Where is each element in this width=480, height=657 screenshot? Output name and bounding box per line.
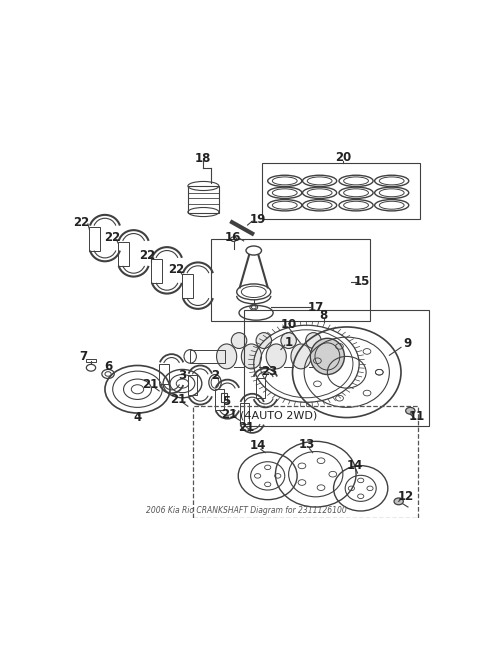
Ellipse shape <box>216 344 237 369</box>
Text: 22: 22 <box>73 215 90 229</box>
Text: 20: 20 <box>335 150 351 164</box>
Bar <box>244 310 429 426</box>
Text: 12: 12 <box>397 490 414 503</box>
Ellipse shape <box>281 332 296 348</box>
Ellipse shape <box>406 407 415 414</box>
Bar <box>190 350 225 363</box>
Text: 22: 22 <box>139 248 155 261</box>
Bar <box>188 375 197 396</box>
Bar <box>211 239 370 321</box>
Text: 14: 14 <box>346 459 363 472</box>
Text: 23: 23 <box>261 365 277 378</box>
Text: 21: 21 <box>169 393 186 406</box>
Ellipse shape <box>256 332 272 348</box>
Bar <box>221 393 227 401</box>
Text: (4AUTO 2WD): (4AUTO 2WD) <box>240 411 317 420</box>
Text: 4: 4 <box>133 411 142 424</box>
Ellipse shape <box>316 344 336 369</box>
Text: 11: 11 <box>408 410 425 423</box>
Bar <box>182 275 193 298</box>
Bar <box>188 186 219 213</box>
Text: 19: 19 <box>250 213 266 226</box>
Ellipse shape <box>306 332 321 348</box>
Bar <box>152 259 162 283</box>
Bar <box>118 242 129 266</box>
Bar <box>256 378 265 398</box>
Text: 21: 21 <box>238 421 254 434</box>
Text: 22: 22 <box>168 263 184 276</box>
Bar <box>240 403 249 424</box>
Text: 1: 1 <box>285 336 293 350</box>
Text: 15: 15 <box>354 275 371 288</box>
Ellipse shape <box>311 338 345 374</box>
Text: 10: 10 <box>280 317 297 330</box>
Text: 5: 5 <box>223 396 231 408</box>
Text: 14: 14 <box>250 440 266 453</box>
Text: 18: 18 <box>195 152 212 165</box>
Bar <box>86 359 96 362</box>
Bar <box>159 364 168 384</box>
Ellipse shape <box>266 344 286 369</box>
Bar <box>262 163 420 219</box>
Bar <box>193 406 418 518</box>
Bar <box>89 227 100 250</box>
Text: 16: 16 <box>225 231 241 244</box>
Ellipse shape <box>231 332 247 348</box>
Text: 2006 Kia Rio CRANKSHAFT Diagram for 2311126100: 2006 Kia Rio CRANKSHAFT Diagram for 2311… <box>145 506 347 515</box>
Bar <box>215 389 224 409</box>
Text: 21: 21 <box>221 408 237 421</box>
Text: 2: 2 <box>211 369 219 382</box>
Ellipse shape <box>291 344 311 369</box>
Ellipse shape <box>394 498 403 505</box>
Text: 22: 22 <box>105 231 121 244</box>
Text: 17: 17 <box>308 301 324 313</box>
Text: 6: 6 <box>104 360 112 373</box>
Ellipse shape <box>241 344 262 369</box>
Text: 8: 8 <box>319 309 328 322</box>
Text: 21: 21 <box>142 378 158 391</box>
Text: 9: 9 <box>403 338 411 350</box>
Text: 13: 13 <box>299 438 314 451</box>
Text: 7: 7 <box>79 350 87 363</box>
Text: 3: 3 <box>179 369 187 382</box>
